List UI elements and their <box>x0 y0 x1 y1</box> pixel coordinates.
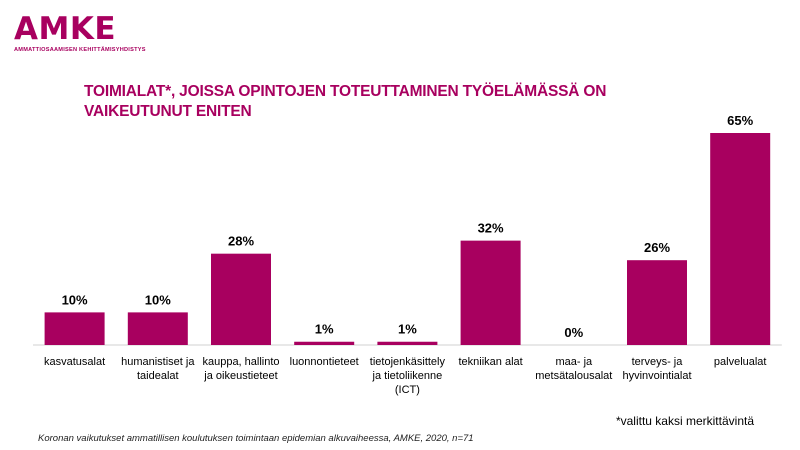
category-label: humanistiset ja taidealat <box>121 356 195 382</box>
category-label: maa- ja metsätalousalat <box>535 356 612 382</box>
bar <box>127 312 188 345</box>
bar-value-label: 1% <box>315 322 334 337</box>
bar-value-label: 26% <box>644 240 670 255</box>
bar <box>627 260 687 345</box>
bar-value-label: 0% <box>564 325 583 340</box>
logo-wordmark: AMKE <box>14 11 117 47</box>
footnote: *valittu kaksi merkittävintä <box>615 414 754 428</box>
bar-value-label: 1% <box>398 322 417 337</box>
category-label: luonnontieteet <box>290 356 359 368</box>
chart-title: TOIMIALAT*, JOISSA OPINTOJEN TOTEUTTAMIN… <box>84 83 607 120</box>
source-citation: Koronan vaikutukset ammatillisen koulutu… <box>38 433 474 444</box>
bar-value-label: 10% <box>62 292 88 307</box>
bar-value-label: 32% <box>478 221 504 236</box>
bar <box>460 240 521 345</box>
category-label: palvelualat <box>714 356 767 368</box>
category-label: tietojenkäsittely ja tietoliikenne (ICT) <box>370 356 446 396</box>
category-label: kasvatusalat <box>44 356 105 368</box>
category-label: kauppa, hallinto ja oikeustieteet <box>202 356 279 382</box>
category-label: tekniikan alat <box>458 356 522 368</box>
bar <box>211 253 271 345</box>
bar <box>294 341 355 345</box>
bar <box>710 133 771 345</box>
logo: AMKE AMMATTIOSAAMISEN KEHITTÄMISYHDISTYS <box>14 12 146 53</box>
bar-value-label: 65% <box>727 113 753 128</box>
logo-subtitle: AMMATTIOSAAMISEN KEHITTÄMISYHDISTYS <box>14 47 146 53</box>
bar-value-label: 28% <box>228 234 254 249</box>
bar-value-label: 10% <box>145 292 171 307</box>
bar <box>44 312 105 345</box>
category-label: terveys- ja hyvinvointialat <box>622 356 691 382</box>
bar <box>377 341 438 345</box>
